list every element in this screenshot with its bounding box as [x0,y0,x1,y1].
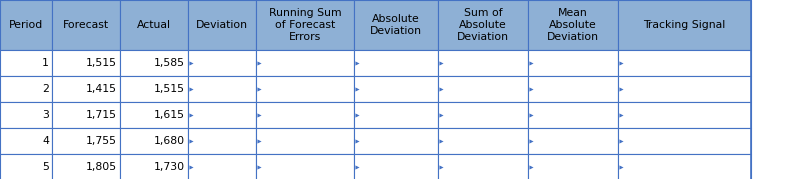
Bar [437,102,528,128]
Text: 1,730: 1,730 [154,162,184,172]
Bar [528,76,618,102]
Bar [354,102,437,128]
Text: 4: 4 [42,136,49,146]
Text: Absolute
Deviation: Absolute Deviation [370,14,422,36]
Text: 1,615: 1,615 [154,110,184,120]
Bar [119,154,188,179]
Bar [52,102,119,128]
Bar [618,128,750,154]
Bar [528,128,618,154]
Bar [437,128,528,154]
Text: Running Sum
of Forecast
Errors: Running Sum of Forecast Errors [269,8,341,42]
Text: 1,755: 1,755 [86,136,117,146]
Bar [256,76,354,102]
Text: 2: 2 [42,84,49,94]
Text: 1,515: 1,515 [154,84,184,94]
Bar [528,0,618,50]
Bar [618,76,750,102]
Text: 5: 5 [42,162,49,172]
Bar [528,154,618,179]
Text: 1: 1 [42,58,49,68]
Bar [0,76,52,102]
Bar [52,76,119,102]
Bar [0,0,52,50]
Text: Deviation: Deviation [196,20,248,30]
Bar [0,102,52,128]
Bar [52,128,119,154]
Bar [354,76,437,102]
Bar [0,128,52,154]
Bar [188,128,256,154]
Bar [119,0,188,50]
Text: Tracking Signal: Tracking Signal [642,20,725,30]
Bar [119,102,188,128]
Bar [618,154,750,179]
Bar [618,0,750,50]
Text: 1,715: 1,715 [86,110,117,120]
Bar [618,102,750,128]
Bar [256,50,354,76]
Bar [256,102,354,128]
Text: 1,805: 1,805 [86,162,117,172]
Bar [618,50,750,76]
Text: 1,585: 1,585 [154,58,184,68]
Bar [354,128,437,154]
Bar [437,0,528,50]
Text: Period: Period [9,20,43,30]
Bar [0,154,52,179]
Bar [256,128,354,154]
Bar [0,50,52,76]
Bar [437,154,528,179]
Bar [188,102,256,128]
Bar [188,0,256,50]
Bar [119,128,188,154]
Bar [119,50,188,76]
Bar [354,50,437,76]
Bar [52,50,119,76]
Bar [437,76,528,102]
Bar [188,50,256,76]
Bar [256,0,354,50]
Bar [188,154,256,179]
Bar [437,50,528,76]
Text: 1,415: 1,415 [86,84,117,94]
Bar [52,0,119,50]
Text: 1,680: 1,680 [154,136,184,146]
Bar [354,0,437,50]
Text: 3: 3 [42,110,49,120]
Text: Forecast: Forecast [63,20,109,30]
Bar [188,76,256,102]
Text: Mean
Absolute
Deviation: Mean Absolute Deviation [546,8,598,42]
Text: Sum of
Absolute
Deviation: Sum of Absolute Deviation [456,8,508,42]
Bar [256,154,354,179]
Bar [528,102,618,128]
Text: Actual: Actual [137,20,171,30]
Bar [119,76,188,102]
Bar [52,154,119,179]
Text: 1,515: 1,515 [86,58,117,68]
Bar [528,50,618,76]
Bar [354,154,437,179]
